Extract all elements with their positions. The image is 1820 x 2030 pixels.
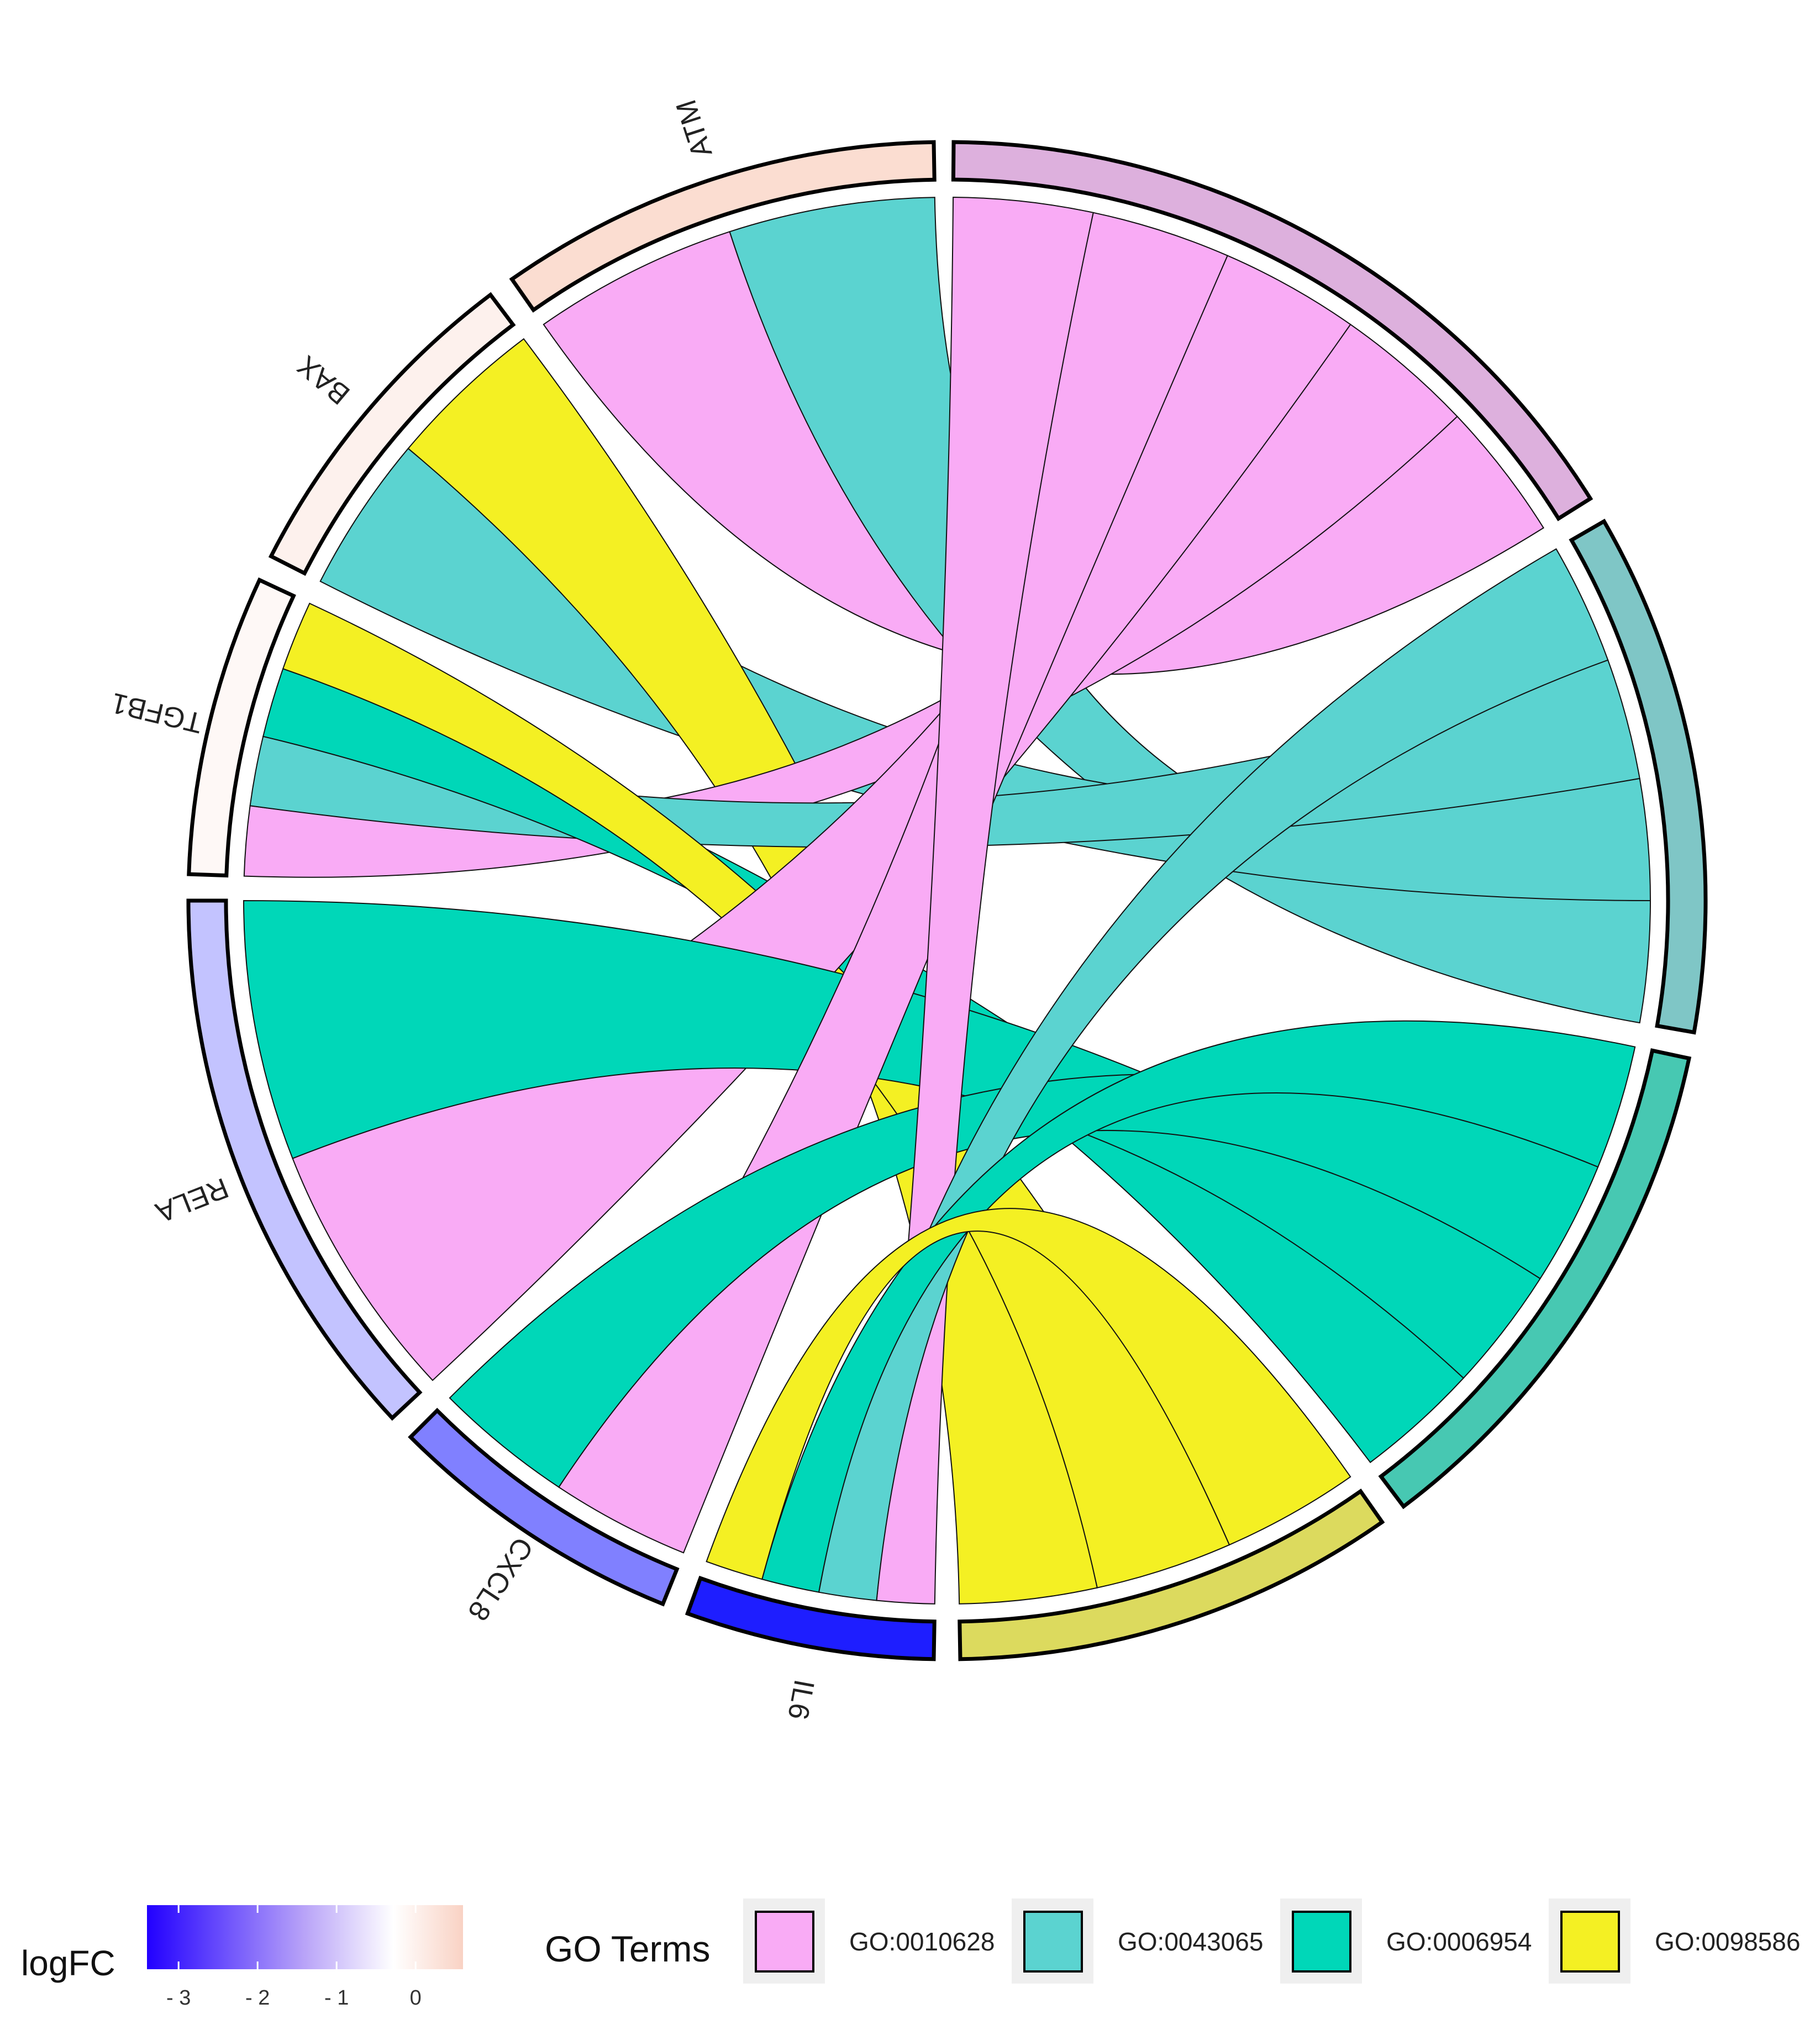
term-arc-go0010628 <box>951 140 1593 522</box>
term-arc-go0043065 <box>1569 518 1708 1035</box>
ribbon-il6-go0006954 <box>761 1020 1636 1593</box>
go-key-label: GO:0098586 <box>1655 1927 1800 1956</box>
gene-label-atm: ATM <box>670 96 719 162</box>
go-key-swatch <box>1023 1911 1083 1973</box>
logfc-colorbar <box>147 1905 463 1969</box>
gene-arc-cxcl8 <box>408 1407 680 1607</box>
arcs-layer <box>186 140 1708 1661</box>
gene-arc-tgfb1 <box>187 577 296 878</box>
go-legend-title: GO Terms <box>545 1928 710 1969</box>
gene-label-tgfb1: TGFB1 <box>108 686 206 739</box>
term-arc-go0098586 <box>958 1489 1385 1661</box>
gene-label-cxcl8: CXCL8 <box>461 1532 539 1627</box>
logfc-tick-label: - 2 <box>245 1986 270 2010</box>
go-key-label: GO:0006954 <box>1386 1927 1532 1956</box>
logfc-legend: logFC - 3 - 2 - 1 0 <box>21 1905 463 2010</box>
term-arc-go0006954 <box>1378 1048 1692 1510</box>
logfc-tick-label: - 1 <box>324 1986 349 2010</box>
gene-label-rela: RELA <box>151 1171 233 1229</box>
ribbon-il6-go0098586 <box>706 1208 1351 1580</box>
gene-label-bax: BAX <box>291 349 356 411</box>
gene-label-il6: IL6 <box>781 1677 820 1722</box>
logfc-tick-label: - 3 <box>166 1986 191 2010</box>
gene-arc-bax <box>268 292 516 576</box>
gene-arc-il6 <box>685 1575 937 1661</box>
go-key-label: GO:0010628 <box>849 1927 995 1956</box>
go-key-swatch <box>755 1911 814 1973</box>
ribbons-layer <box>243 196 1651 1605</box>
gene-arc-rela <box>186 898 423 1421</box>
go-key-swatch <box>1292 1911 1351 1973</box>
logfc-ticks: - 3 - 2 - 1 0 <box>166 1905 422 2010</box>
logfc-tick-label: 0 <box>410 1986 422 2010</box>
go-terms-legend: GO Terms GO:0010628 GO:0043065 GO:0006954 G… <box>545 1898 1800 1984</box>
go-key-swatch <box>1560 1911 1620 1973</box>
go-key-label: GO:0043065 <box>1118 1927 1263 1956</box>
gene-arc-atm <box>509 140 937 313</box>
ribbon-tgfb1-go0098586 <box>282 602 1230 1589</box>
logfc-legend-title: logFC <box>21 1943 115 1983</box>
